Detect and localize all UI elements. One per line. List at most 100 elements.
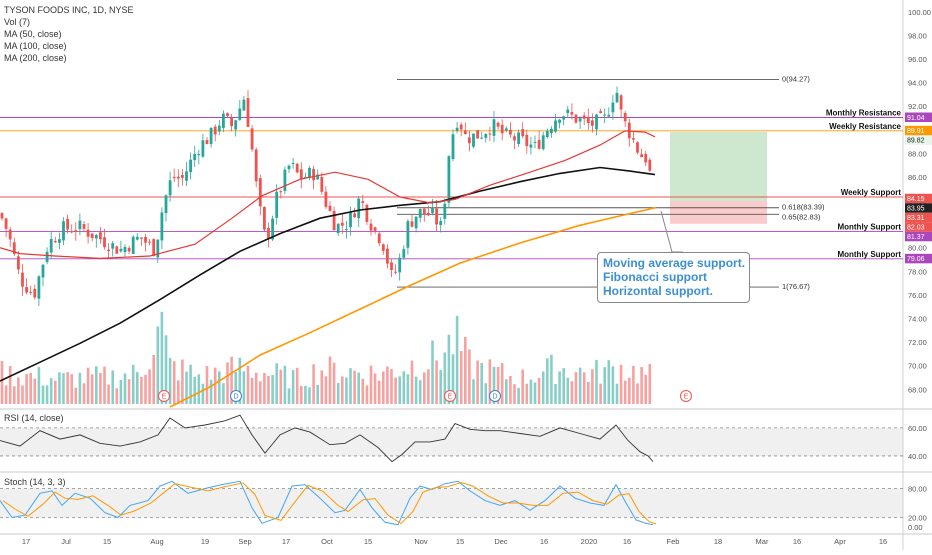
- candle-body: [99, 232, 102, 240]
- volume-bar: [439, 370, 442, 404]
- price-badge: [905, 193, 932, 204]
- volume-bar: [58, 372, 61, 404]
- rsi-tick-label: 60.00: [908, 424, 927, 433]
- candle-body: [320, 177, 324, 192]
- dividend-marker: [230, 390, 242, 402]
- volume-bar: [99, 372, 102, 404]
- candle-body: [185, 171, 188, 181]
- candle-body: [492, 119, 496, 136]
- candle-body: [607, 114, 611, 117]
- volume-bar: [587, 381, 590, 404]
- candle-body: [586, 117, 590, 124]
- price-badge: [905, 112, 932, 122]
- volume-bar: [509, 375, 512, 404]
- candle-body: [640, 154, 643, 158]
- volume-bar: [365, 385, 369, 404]
- time-tick-label: 15: [364, 537, 372, 546]
- time-tick-label: Mar: [756, 537, 769, 546]
- volume-bar: [0, 360, 4, 404]
- volume-bar: [591, 369, 594, 404]
- volume-bar: [275, 363, 278, 404]
- candle-body: [340, 222, 344, 226]
- time-tick-label: 19: [201, 537, 209, 546]
- candle-body: [254, 149, 258, 182]
- volume-bar: [86, 367, 90, 404]
- volume-bar: [423, 372, 426, 404]
- volume-bar: [308, 387, 311, 404]
- price-badge-text: 84.15: [907, 196, 925, 203]
- candle-body: [246, 98, 250, 127]
- candle-body: [636, 142, 639, 153]
- candle-body: [406, 221, 410, 248]
- stoch-band: [0, 488, 903, 518]
- callout-line: Horizontal support.: [603, 284, 713, 298]
- earnings-marker: [444, 390, 456, 402]
- candle-body: [127, 247, 131, 252]
- candle-body: [295, 163, 299, 173]
- rsi-label[interactable]: RSI (14, close): [4, 413, 64, 423]
- candle-body: [144, 237, 147, 243]
- candle-body: [480, 137, 484, 139]
- candle-body: [4, 218, 8, 229]
- volume-bar: [123, 373, 127, 404]
- fib-label: 0.65(82.83): [782, 212, 821, 221]
- candle-body: [115, 246, 119, 254]
- candle-body: [386, 248, 389, 264]
- candle-body: [66, 218, 69, 230]
- candle-body: [550, 128, 553, 134]
- volume-bar: [160, 311, 164, 404]
- candle-body: [201, 140, 205, 157]
- volume-bar: [295, 367, 299, 404]
- price-tick-label: 86.00: [908, 173, 927, 182]
- volume-bar: [570, 381, 574, 404]
- candle-body: [603, 114, 607, 116]
- volume-bar: [357, 372, 360, 404]
- volume-bar: [336, 382, 340, 404]
- legend-symbol[interactable]: TYSON FOODS INC, 1D, NYSE: [4, 5, 134, 15]
- volume-bar: [513, 384, 516, 404]
- candle-body: [275, 191, 279, 218]
- legend-volume[interactable]: Vol (7): [4, 17, 31, 27]
- candle-body: [308, 167, 311, 178]
- profit-zone: [670, 131, 767, 202]
- marker-letter: D: [492, 394, 497, 401]
- candle-body: [41, 264, 45, 278]
- candle-body: [271, 218, 274, 240]
- legend-ma200[interactable]: MA (200, close): [4, 53, 67, 63]
- time-tick-label: 17: [282, 537, 290, 546]
- candle-body: [488, 133, 492, 135]
- price-badge: [905, 253, 932, 264]
- stoch-label[interactable]: Stoch (14, 3, 3): [4, 477, 66, 487]
- volume-bar: [603, 367, 606, 404]
- level-label: Monthly Support: [837, 223, 901, 232]
- volume-bar: [328, 356, 332, 404]
- candle-body: [369, 223, 373, 231]
- candle-body: [509, 129, 512, 135]
- candle-body: [394, 271, 397, 273]
- candle-body: [156, 239, 160, 258]
- candle-body: [226, 113, 229, 117]
- volume-bar: [41, 385, 45, 404]
- candle-body: [263, 206, 266, 230]
- annotation-callout[interactable]: Moving average support. Fibonacci suppor…: [597, 252, 750, 303]
- candle-body: [332, 211, 336, 231]
- price-badge: [905, 212, 932, 223]
- candle-body: [459, 124, 463, 130]
- candle-body: [222, 113, 225, 128]
- legend-ma100[interactable]: MA (100, close): [4, 41, 67, 51]
- volume-bar: [205, 366, 209, 404]
- price-badge-text: 82.03: [907, 225, 925, 232]
- legend-ma50[interactable]: MA (50, close): [4, 29, 62, 39]
- candle-body: [324, 191, 328, 207]
- candle-body: [197, 154, 201, 156]
- volume-bar: [398, 376, 401, 404]
- volume-bar: [226, 362, 229, 404]
- candle-body: [8, 229, 12, 240]
- candle-body: [381, 244, 385, 251]
- candle-body: [496, 122, 500, 127]
- volume-bar: [480, 363, 483, 404]
- price-tick-label: 88.00: [908, 149, 927, 158]
- level-label: Weekly Resistance: [829, 122, 901, 131]
